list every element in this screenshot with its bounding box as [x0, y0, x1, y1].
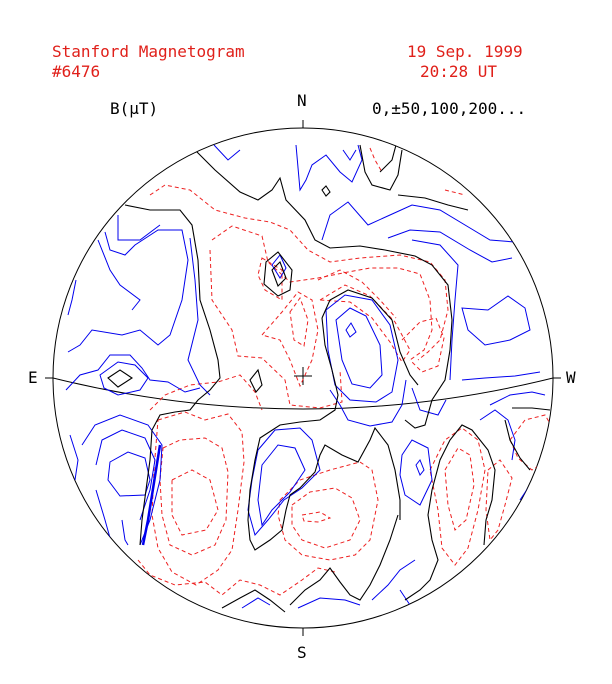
neutral-line-south-2 [289, 514, 399, 606]
pos-contour-south-edge-3 [371, 559, 416, 601]
compass-south: S [297, 643, 307, 662]
pos-contour-north-spot [271, 254, 287, 279]
pos-contour-north-west-1 [321, 201, 516, 243]
pos-contour-south-west-1 [399, 439, 433, 506]
observation-date: 19 Sep. 1999 [407, 42, 523, 61]
pos-contour-north-edge-3 [342, 149, 357, 161]
pos-contour-north-west-2 [387, 229, 513, 263]
neg-contour-south-1 [151, 411, 245, 586]
pos-contour-north-edge-2 [295, 144, 363, 192]
neg-contour-center-4 [318, 284, 411, 363]
compass-east: E [28, 368, 38, 387]
compass-west: W [566, 368, 576, 387]
neg-contour-center-2 [261, 291, 319, 388]
pos-contour-east-1 [67, 229, 189, 353]
pos-contour-south-edge-1 [241, 597, 271, 609]
neg-contour-center-1 [257, 257, 283, 301]
positive-contours [65, 144, 546, 613]
neutral-line-spot-inner [271, 261, 287, 287]
neg-contour-south-west-4 [509, 414, 553, 471]
neutral-line-south [221, 589, 286, 613]
neg-contour-center-3 [289, 296, 309, 347]
neg-contour-north-2 [211, 225, 433, 361]
neutral-lines [107, 144, 551, 613]
neg-contour-south-4 [149, 374, 263, 411]
neg-contour-south-5 [137, 559, 336, 596]
solar-equator [53, 377, 553, 410]
disk-frame [45, 120, 561, 636]
pos-contour-west-1 [461, 295, 531, 346]
neutral-line-south-west-2 [504, 419, 531, 471]
pos-contour-east-4 [97, 239, 141, 311]
magnetogram-title: Stanford Magnetogram [52, 42, 245, 61]
pos-contour-south-edge-4 [399, 589, 417, 613]
neutral-line-east-spot [107, 369, 134, 388]
pos-contour-west-3 [489, 391, 546, 406]
neutral-line-south-edge-mark [184, 603, 196, 609]
field-unit-label: B(μT) [110, 99, 159, 118]
pos-contour-south-east-1 [69, 434, 79, 481]
pos-contour-south-east-2 [81, 414, 163, 546]
neg-contour-south-3 [171, 469, 219, 536]
compass-north: N [297, 91, 307, 110]
negative-contours [137, 147, 553, 596]
neutral-line-spot-ring [263, 251, 293, 297]
pos-contour-south-west-edge [519, 469, 541, 501]
neg-contour-south-2 [159, 437, 229, 556]
neg-contour-north-3 [209, 249, 343, 409]
pos-contour-south-edge-2 [297, 597, 361, 609]
pos-contour-east-7 [99, 361, 149, 396]
pos-contour-south-center-2 [257, 444, 306, 527]
pos-contour-south-west-3 [479, 409, 516, 461]
pos-contour-east-5 [67, 279, 77, 316]
neg-contour-south-west-1 [429, 427, 486, 566]
neutral-line-west-edge [512, 407, 551, 411]
neutral-line-north-spot-diamond [321, 185, 331, 197]
pos-contour-center-plage-4 [329, 379, 407, 427]
pos-contour-north-edge-1 [213, 144, 241, 161]
pos-contour-east-2 [117, 215, 161, 241]
pos-contour-center-plage-3 [345, 322, 357, 338]
neutral-line-north-4 [397, 194, 469, 211]
pos-contour-east-6 [65, 354, 201, 393]
pos-contour-south-east-4 [107, 451, 151, 497]
neutral-line-east [124, 204, 221, 546]
pos-contour-south-east-6 [121, 519, 129, 546]
neg-contour-south-8 [301, 511, 332, 523]
neg-contour-south-west-2 [444, 447, 475, 531]
pos-contour-east-3 [187, 237, 211, 396]
pos-contour-center-plage-2 [335, 307, 383, 389]
pos-contour-south-west-2 [415, 459, 425, 476]
neg-contour-north-west-edge [444, 189, 466, 196]
neg-contour-north-1 [149, 184, 449, 361]
neutral-line-north-3 [379, 144, 397, 173]
pos-contour-north-west-3 [411, 239, 459, 381]
pos-contour-west-2 [461, 371, 541, 381]
neutral-line-plage [321, 289, 419, 386]
neg-contour-south-west-3 [485, 459, 513, 542]
neg-contour-mid-west [401, 317, 445, 373]
contour-levels-label: 0,±50,100,200... [372, 99, 527, 118]
neutral-line-north-2 [359, 144, 403, 191]
neg-contour-center-5 [317, 269, 397, 319]
neutral-line-plage-2 [247, 317, 401, 551]
neg-contour-north-east-edge [369, 147, 383, 173]
neutral-line-north [189, 144, 453, 429]
neutral-line-south-west [404, 424, 496, 601]
magnetogram-number: #6476 [52, 62, 101, 81]
strong-field-ridge [141, 444, 162, 546]
neg-contour-south-6 [277, 461, 379, 561]
neg-contour-south-7 [291, 487, 361, 549]
observation-time: 20:28 UT [420, 62, 498, 81]
pos-contour-south-east-3 [95, 429, 156, 521]
neutral-line-center-mark [249, 368, 263, 393]
